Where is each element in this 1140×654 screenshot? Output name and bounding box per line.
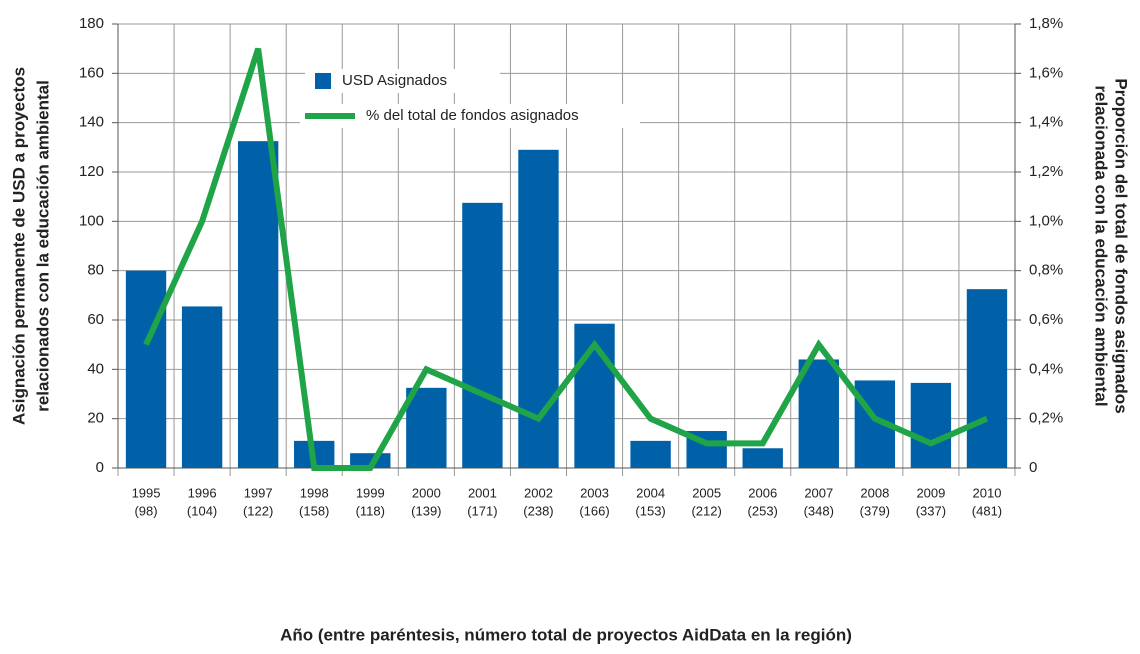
x-tick-label: 1998 — [300, 485, 329, 500]
bar — [798, 359, 839, 468]
x-tick-sublabel: (212) — [691, 503, 721, 518]
bar — [350, 453, 391, 468]
x-tick-sublabel: (379) — [860, 503, 890, 518]
y2-tick-label: 1,2% — [1029, 163, 1063, 180]
x-tick-label: 2001 — [468, 485, 497, 500]
x-tick-sublabel: (153) — [635, 503, 665, 518]
y-tick-label: 180 — [79, 15, 104, 32]
x-tick-sublabel: (348) — [804, 503, 834, 518]
x-tick-sublabel: (139) — [411, 503, 441, 518]
x-tick-sublabel: (166) — [579, 503, 609, 518]
y-axis-title: relacionados con la educación ambiental — [33, 80, 52, 412]
x-tick-label: 2000 — [412, 485, 441, 500]
y-tick-label: 0 — [96, 459, 104, 476]
y2-tick-label: 0,4% — [1029, 360, 1063, 377]
legend-bg — [300, 104, 640, 128]
y-tick-label: 40 — [87, 360, 104, 377]
x-tick-sublabel: (122) — [243, 503, 273, 518]
y2-tick-label: 0,6% — [1029, 311, 1063, 328]
x-tick-label: 2007 — [804, 485, 833, 500]
x-tick-sublabel: (98) — [134, 503, 157, 518]
y-tick-label: 80 — [87, 262, 104, 279]
x-tick-sublabel: (253) — [748, 503, 778, 518]
x-tick-sublabel: (238) — [523, 503, 553, 518]
y2-tick-label: 0 — [1029, 459, 1037, 476]
x-tick-label: 1999 — [356, 485, 385, 500]
x-axis-title: Año (entre paréntesis, número total de p… — [280, 625, 852, 644]
legend-swatch — [315, 73, 331, 89]
bar — [125, 270, 167, 468]
x-tick-label: 2002 — [524, 485, 553, 500]
y-tick-label: 120 — [79, 163, 104, 180]
bar — [630, 440, 671, 468]
y2-tick-label: 1,6% — [1029, 64, 1063, 81]
x-tick-sublabel: (118) — [356, 503, 385, 518]
x-tick-sublabel: (171) — [467, 503, 497, 518]
y2-tick-label: 1,4% — [1029, 114, 1063, 131]
y2-tick-label: 0,2% — [1029, 410, 1063, 427]
x-tick-label: 1995 — [132, 485, 161, 500]
legend-label: USD Asignados — [342, 72, 447, 89]
y-tick-label: 20 — [87, 410, 104, 427]
x-tick-label: 2003 — [580, 485, 609, 500]
bar — [181, 306, 223, 468]
y-axis-title: Asignación permanente de USD a proyectos — [9, 67, 28, 425]
y2-tick-label: 1,0% — [1029, 212, 1063, 229]
bar — [742, 448, 783, 468]
y-tick-label: 140 — [79, 114, 104, 131]
x-tick-label: 2005 — [692, 485, 721, 500]
bar — [462, 202, 503, 469]
x-tick-sublabel: (158) — [299, 503, 329, 518]
x-tick-label: 2009 — [916, 485, 945, 500]
x-tick-label: 2010 — [973, 485, 1002, 500]
line — [143, 47, 989, 471]
legend-label: % del total de fondos asignados — [366, 107, 579, 124]
bar — [966, 289, 1008, 468]
y2-axis-title: relacionada con la educación ambiental — [1092, 85, 1111, 406]
x-tick-label: 2004 — [636, 485, 665, 500]
legend-bg — [305, 69, 500, 93]
x-tick-sublabel: (481) — [972, 503, 1002, 518]
y-tick-label: 160 — [79, 64, 104, 81]
bar — [237, 141, 279, 468]
x-tick-label: 2008 — [860, 485, 889, 500]
y-tick-label: 100 — [79, 212, 104, 229]
y2-tick-label: 0,8% — [1029, 262, 1063, 279]
x-tick-sublabel: (337) — [916, 503, 946, 518]
x-tick-label: 1997 — [244, 485, 273, 500]
y2-tick-label: 1,8% — [1029, 15, 1063, 32]
x-tick-sublabel: (104) — [187, 503, 217, 518]
bar — [406, 387, 447, 468]
y-tick-label: 60 — [87, 311, 104, 328]
y2-axis-title: Proporción del total de fondos asignados — [1112, 78, 1131, 413]
x-tick-label: 1996 — [188, 485, 217, 500]
x-tick-label: 2006 — [748, 485, 777, 500]
bar — [910, 382, 952, 468]
